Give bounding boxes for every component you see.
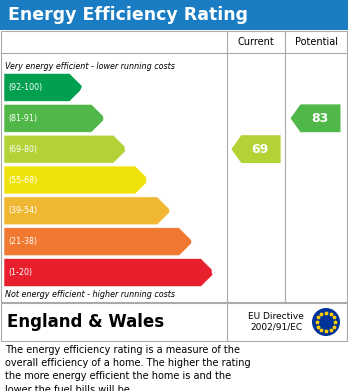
Bar xyxy=(1,303,347,341)
Text: (1-20): (1-20) xyxy=(8,268,32,277)
Text: (55-68): (55-68) xyxy=(8,176,37,185)
Text: F: F xyxy=(190,235,199,248)
Circle shape xyxy=(312,308,340,336)
Bar xyxy=(1,31,347,302)
Text: The energy efficiency rating is a measure of the
overall efficiency of a home. T: The energy efficiency rating is a measur… xyxy=(5,345,251,391)
Text: D: D xyxy=(145,174,156,187)
Polygon shape xyxy=(4,166,149,194)
Text: Current: Current xyxy=(238,37,274,47)
Text: G: G xyxy=(211,266,222,279)
Polygon shape xyxy=(4,135,127,163)
Polygon shape xyxy=(4,104,105,132)
Text: (39-54): (39-54) xyxy=(8,206,37,215)
Text: Not energy efficient - higher running costs: Not energy efficient - higher running co… xyxy=(5,290,175,299)
Text: (92-100): (92-100) xyxy=(8,83,42,92)
Text: England & Wales: England & Wales xyxy=(7,313,164,331)
Polygon shape xyxy=(4,74,84,101)
Text: Potential: Potential xyxy=(295,37,338,47)
Text: EU Directive
2002/91/EC: EU Directive 2002/91/EC xyxy=(248,312,304,332)
Text: 69: 69 xyxy=(251,143,269,156)
Polygon shape xyxy=(4,197,171,225)
Polygon shape xyxy=(291,104,340,132)
Polygon shape xyxy=(231,135,280,163)
Polygon shape xyxy=(4,228,193,256)
Text: Very energy efficient - lower running costs: Very energy efficient - lower running co… xyxy=(5,62,175,71)
Text: (21-38): (21-38) xyxy=(8,237,37,246)
Text: E: E xyxy=(168,204,177,217)
Text: (81-91): (81-91) xyxy=(8,114,37,123)
Text: Energy Efficiency Rating: Energy Efficiency Rating xyxy=(8,6,248,24)
Polygon shape xyxy=(4,258,215,287)
Text: 83: 83 xyxy=(311,112,328,125)
Bar xyxy=(0,0,348,30)
Text: A: A xyxy=(80,81,90,94)
Text: (69-80): (69-80) xyxy=(8,145,37,154)
Text: B: B xyxy=(102,112,112,125)
Text: C: C xyxy=(124,143,133,156)
